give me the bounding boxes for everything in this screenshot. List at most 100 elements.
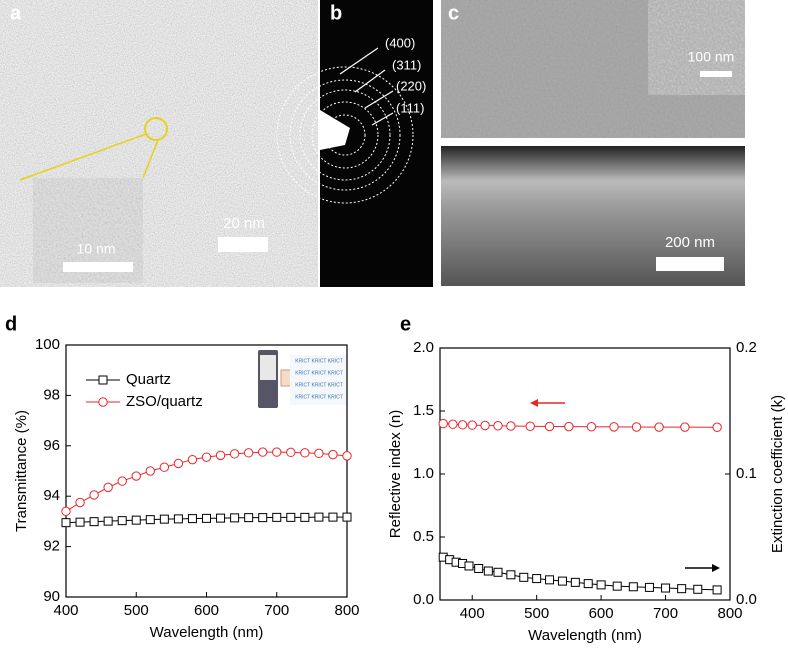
marker <box>628 582 638 592</box>
marker <box>131 471 141 481</box>
marker <box>493 421 503 431</box>
scale-bar <box>656 257 724 271</box>
marker <box>661 583 671 593</box>
marker <box>159 462 170 472</box>
marker <box>342 512 352 522</box>
x-tick-label: 600 <box>194 602 219 619</box>
marker <box>596 580 606 590</box>
y-axis-label: Reflective index (n) <box>387 410 404 538</box>
marker <box>258 447 268 457</box>
photo-text: KRICT KRICT KRICT <box>295 382 343 388</box>
marker <box>474 564 484 573</box>
marker <box>544 421 555 432</box>
axis-pointer-head <box>712 564 720 572</box>
y-tick-label: 0.5 <box>413 528 434 545</box>
sem-inset <box>647 0 746 96</box>
photo-text: KRICT KRICT KRICT <box>295 358 343 364</box>
marker <box>480 420 490 431</box>
x-tick-label: 600 <box>589 605 614 622</box>
marker <box>61 506 71 517</box>
marker <box>693 584 703 594</box>
marker <box>229 449 240 459</box>
marker <box>89 490 99 500</box>
miller-index: (220) <box>396 78 426 93</box>
y-axis-label: Transmittance (%) <box>13 410 30 532</box>
y-tick-label: 94 <box>43 487 60 504</box>
marker <box>75 517 85 527</box>
y2-tick-label: 0.2 <box>736 339 757 356</box>
marker <box>243 448 254 458</box>
marker <box>467 420 477 430</box>
x-tick-label: 800 <box>334 602 359 619</box>
marker <box>654 422 664 432</box>
marker <box>117 476 127 486</box>
y2-axis-label: Extinction coefficient (k) <box>769 395 786 553</box>
x-tick-label: 400 <box>53 602 78 619</box>
y-tick-label: 90 <box>43 588 60 605</box>
marker <box>570 577 580 587</box>
marker <box>448 419 458 429</box>
legend-marker <box>98 375 108 385</box>
scale-bar <box>63 262 133 272</box>
marker <box>159 514 169 524</box>
scale-label: 200 nm <box>665 234 715 251</box>
marker <box>506 570 516 580</box>
x-tick-label: 800 <box>717 605 742 622</box>
marker <box>314 512 324 522</box>
marker <box>506 421 516 431</box>
marker <box>493 567 503 577</box>
panel-label: b <box>330 2 342 24</box>
marker <box>215 450 226 461</box>
marker <box>545 575 555 585</box>
zoom-line <box>19 133 147 181</box>
marker <box>328 449 338 460</box>
zoom-circle <box>144 117 168 141</box>
marker <box>557 576 567 586</box>
x-tick-label: 500 <box>524 605 549 622</box>
marker <box>187 514 197 524</box>
miller-index: (400) <box>385 35 415 50</box>
y-tick-label: 92 <box>43 538 60 555</box>
panel-label: c <box>448 2 459 24</box>
zoom-line <box>142 139 159 179</box>
panel-label: e <box>400 313 411 335</box>
marker <box>173 514 183 524</box>
photo-text: KRICT KRICT KRICT <box>295 370 343 376</box>
marker <box>61 518 71 528</box>
marker <box>583 579 593 589</box>
marker <box>286 512 296 522</box>
marker <box>609 422 619 432</box>
panel-label: d <box>5 313 17 335</box>
text-photo <box>290 355 348 405</box>
x-tick-label: 500 <box>124 602 149 619</box>
marker <box>464 561 474 571</box>
y-tick-label: 100 <box>35 336 60 353</box>
marker <box>300 512 310 522</box>
x-tick-label: 700 <box>264 602 289 619</box>
marker <box>272 512 282 522</box>
marker <box>328 512 338 522</box>
legend-label: ZSO/quartz <box>126 393 203 410</box>
marker <box>457 420 468 430</box>
marker <box>216 513 226 523</box>
arrows <box>339 47 394 126</box>
scale-bar <box>700 71 732 77</box>
marker <box>300 448 310 458</box>
panel-label: a <box>10 2 22 24</box>
marker <box>230 513 240 523</box>
y-tick-label: 0.0 <box>413 591 434 608</box>
y-tick-label: 1.0 <box>413 465 434 482</box>
marker <box>103 482 113 493</box>
marker <box>680 422 690 432</box>
marker <box>564 421 574 432</box>
marker <box>201 452 212 462</box>
marker <box>483 566 493 576</box>
marker <box>644 582 654 592</box>
marker <box>286 447 296 458</box>
marker <box>342 451 352 461</box>
marker <box>244 513 254 523</box>
x-axis-label: Wavelength (nm) <box>150 624 264 641</box>
y-tick-label: 96 <box>43 437 60 454</box>
marker <box>75 497 85 508</box>
